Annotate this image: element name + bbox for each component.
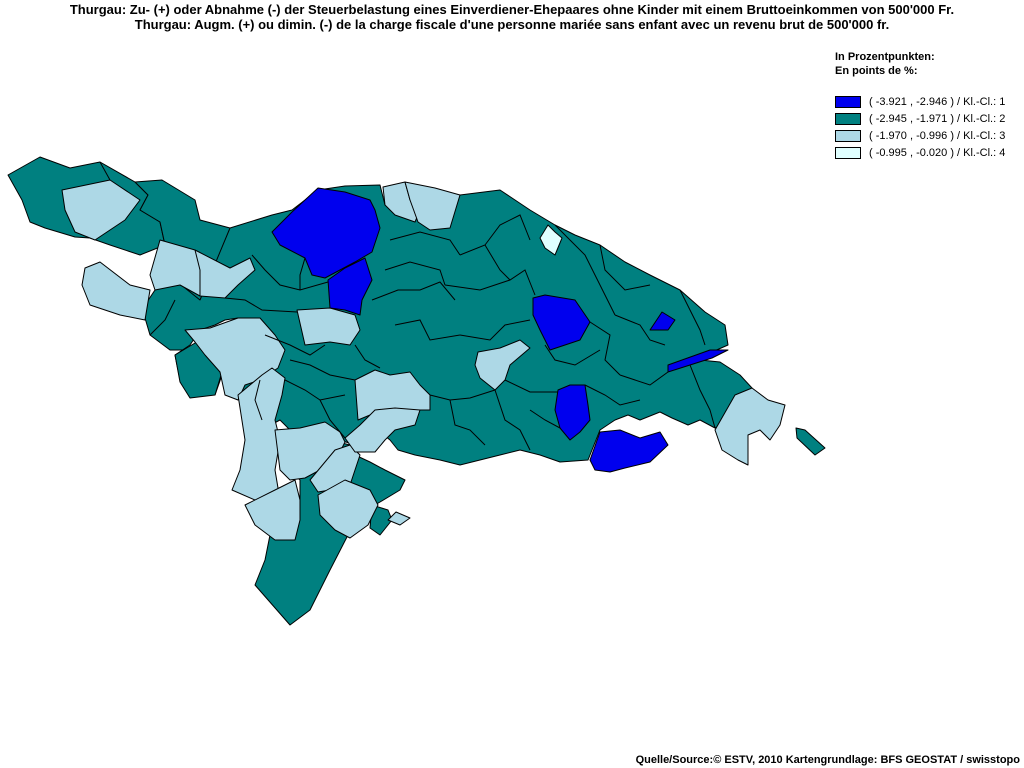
- boundary-line: [264, 334, 326, 356]
- boundary-line: [384, 261, 446, 286]
- municipality-region: [61, 179, 141, 241]
- municipality-region: [244, 479, 301, 541]
- class-3-regions: [61, 179, 786, 541]
- municipality-region: [795, 427, 826, 456]
- boundary-line: [459, 214, 531, 256]
- municipality-region: [327, 257, 373, 316]
- municipality-region: [369, 504, 393, 536]
- legend-swatch-class-3: [835, 129, 861, 142]
- legend-swatch-class-1: [835, 95, 861, 108]
- map-title-french: Thurgau: Augm. (+) ou dimin. (-) de la c…: [134, 17, 890, 32]
- boundary-line: [149, 299, 176, 336]
- class-1-regions: [271, 187, 729, 473]
- legend-heading-french: En points de %:: [835, 65, 918, 77]
- municipality-region: [144, 184, 753, 626]
- municipality-region: [317, 479, 379, 539]
- municipality-region: [354, 369, 431, 421]
- boundary-line: [584, 384, 641, 406]
- municipality-region: [532, 294, 591, 351]
- boundary-line: [284, 379, 346, 401]
- source-credit: Quelle/Source:© ESTV, 2010 Kartengrundla…: [635, 754, 1020, 766]
- municipality-region: [554, 384, 591, 441]
- boundary-line: [484, 244, 511, 281]
- boundary-line: [544, 344, 601, 366]
- municipality-region: [404, 181, 461, 231]
- boundary-line: [429, 389, 496, 401]
- boundary-line: [389, 231, 461, 256]
- boundary-line: [459, 319, 531, 341]
- class-2-regions: [7, 156, 826, 626]
- municipality-region: [81, 261, 151, 321]
- boundary-line: [224, 297, 298, 313]
- boundary-line: [554, 224, 616, 316]
- boundary-line: [99, 161, 111, 181]
- legend-label-class-4: ( -0.995 , -0.020 ) / Kl.-Cl.: 4: [869, 146, 1006, 159]
- boundary-line: [194, 249, 201, 296]
- boundary-line: [251, 254, 329, 291]
- map-title-german: Thurgau: Zu- (+) oder Abnahme (-) der St…: [69, 2, 955, 17]
- legend-label-class-3: ( -1.970 , -0.996 ) / Kl.-Cl.: 3: [869, 129, 1006, 142]
- boundary-line: [619, 371, 669, 386]
- legend-heading-german: In Prozentpunkten:: [835, 51, 935, 63]
- municipality-region: [271, 187, 381, 279]
- boundary-line: [371, 281, 456, 301]
- boundary-line: [679, 289, 706, 346]
- boundary-line: [394, 319, 461, 341]
- boundary-line: [689, 364, 716, 429]
- municipality-region: [589, 429, 669, 473]
- boundary-line: [354, 344, 381, 369]
- legend-item-class-3: ( -1.970 , -0.996 ) / Kl.-Cl.: 3: [835, 127, 1024, 144]
- boundary-line: [319, 399, 346, 439]
- boundary-line: [589, 321, 621, 376]
- municipality-region: [296, 307, 361, 346]
- boundary-line: [504, 379, 558, 393]
- boundary-line: [599, 244, 651, 291]
- boundary-line: [494, 389, 531, 451]
- legend-item-class-1: ( -3.921 , -2.946 ) / Kl.-Cl.: 1: [835, 93, 1024, 110]
- municipality-region: [474, 339, 531, 391]
- municipality-boundaries: [99, 161, 716, 451]
- legend-swatch-class-4: [835, 146, 861, 159]
- municipality-region: [539, 224, 563, 256]
- municipality-region: [149, 239, 256, 299]
- boundary-line: [299, 257, 306, 290]
- municipality-region: [649, 311, 676, 331]
- legend-label-class-2: ( -2.945 , -1.971 ) / Kl.-Cl.: 2: [869, 112, 1006, 125]
- municipality-region: [387, 511, 411, 526]
- municipality-region: [309, 444, 361, 493]
- class-4-regions: [539, 224, 563, 256]
- legend-swatch-class-2: [835, 112, 861, 125]
- municipality-region: [344, 407, 421, 453]
- legend-items: ( -3.921 , -2.946 ) / Kl.-Cl.: 1 ( -2.94…: [835, 93, 1024, 161]
- legend-item-class-4: ( -0.995 , -0.020 ) / Kl.-Cl.: 4: [835, 144, 1024, 161]
- legend-item-class-2: ( -2.945 , -1.971 ) / Kl.-Cl.: 2: [835, 110, 1024, 127]
- boundary-line: [614, 314, 666, 346]
- boundary-line: [449, 399, 486, 446]
- legend-label-class-1: ( -3.921 , -2.946 ) / Kl.-Cl.: 1: [869, 95, 1006, 108]
- boundary-line: [254, 379, 263, 421]
- boundary-line: [289, 359, 356, 381]
- map-legend: In Prozentpunkten: En points de %: ( -3.…: [835, 50, 1024, 161]
- municipality-region: [714, 387, 786, 466]
- boundary-line: [529, 409, 561, 429]
